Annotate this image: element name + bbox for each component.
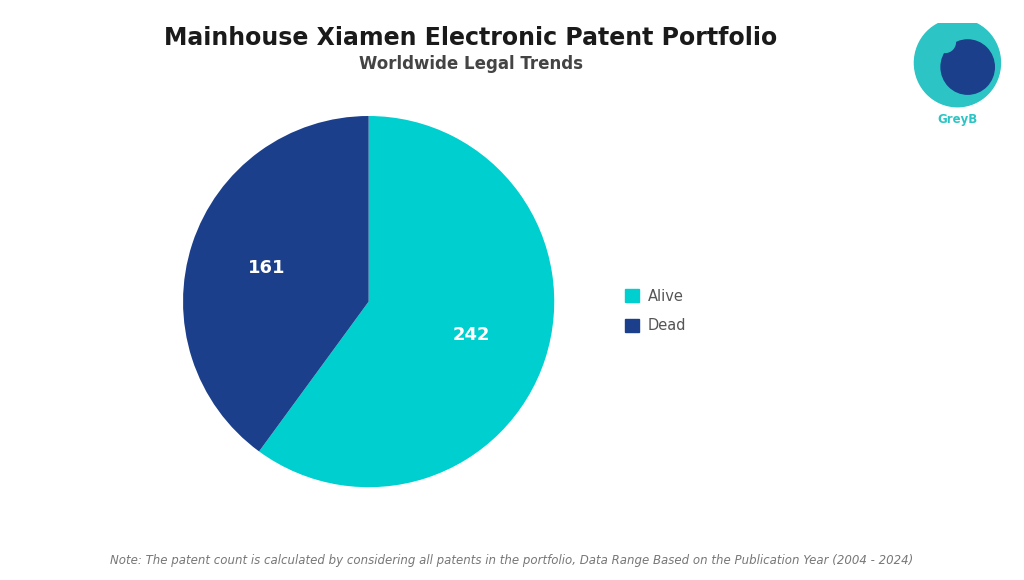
Circle shape [935, 31, 955, 52]
Text: Worldwide Legal Trends: Worldwide Legal Trends [359, 55, 583, 73]
Circle shape [914, 19, 1000, 107]
Wedge shape [259, 116, 554, 487]
Text: Note: The patent count is calculated by considering all patents in the portfolio: Note: The patent count is calculated by … [111, 554, 913, 567]
Text: 161: 161 [248, 259, 285, 277]
Wedge shape [183, 116, 369, 451]
Text: GreyB: GreyB [937, 113, 978, 126]
Circle shape [941, 40, 994, 94]
Text: Mainhouse Xiamen Electronic Patent Portfolio: Mainhouse Xiamen Electronic Patent Portf… [165, 26, 777, 50]
Text: 242: 242 [453, 326, 489, 344]
Legend: Alive, Dead: Alive, Dead [617, 281, 693, 340]
